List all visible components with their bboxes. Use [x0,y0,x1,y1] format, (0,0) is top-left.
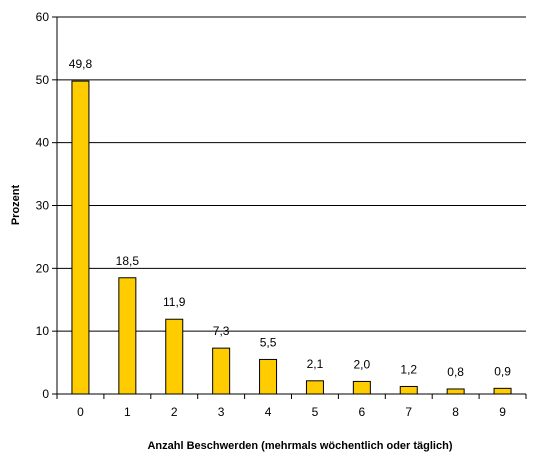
axes [52,16,527,399]
bar [352,380,371,395]
y-tick-label: 0 [42,387,49,401]
data-label: 49,8 [69,57,93,71]
x-tick-label: 5 [312,405,319,419]
data-label: 7,3 [213,324,230,338]
x-tick-label: 4 [265,405,272,419]
bar [305,380,324,395]
bar [493,387,512,395]
y-tick-label: 30 [36,199,50,213]
data-label: 18,5 [116,254,140,268]
x-tick-label: 1 [124,405,131,419]
y-axis-title: Prozent [10,184,22,225]
bar [118,277,137,395]
data-label: 0,8 [447,365,464,379]
x-axis-title: Anzahl Beschwerden (mehrmals wöchentlich… [147,440,452,452]
bar [446,388,465,395]
x-tick-label: 6 [359,405,366,419]
x-tick-label: 8 [452,405,459,419]
bar [71,80,90,395]
y-tick-label: 50 [36,73,50,87]
data-labels: 49,8 18,5 11,9 7,3 5,5 2,1 2,0 1,2 0,8 0,9 [69,57,511,379]
bars [71,80,512,395]
y-tick-label: 20 [36,261,50,275]
y-tick-label: 60 [36,10,50,24]
x-tick-label: 9 [499,405,506,419]
data-label: 0,9 [494,364,511,378]
gridlines [57,16,526,332]
y-tick-label: 10 [36,324,50,338]
tick-labels: 0 10 20 30 40 50 60 0 1 2 3 4 5 6 7 8 9 [36,10,507,419]
x-tick-label: 7 [405,405,412,419]
data-label: 1,2 [400,362,417,376]
data-label: 2,0 [354,357,371,371]
data-label: 11,9 [163,295,186,309]
bar [399,385,418,395]
data-label: 2,1 [307,357,324,371]
x-tick-label: 2 [171,405,178,419]
bar [165,318,184,395]
bar [259,358,278,395]
x-tick-label: 0 [77,405,84,419]
y-tick-label: 40 [36,136,50,150]
data-label: 5,5 [260,335,277,349]
x-tick-label: 3 [218,405,225,419]
bar [212,347,231,395]
